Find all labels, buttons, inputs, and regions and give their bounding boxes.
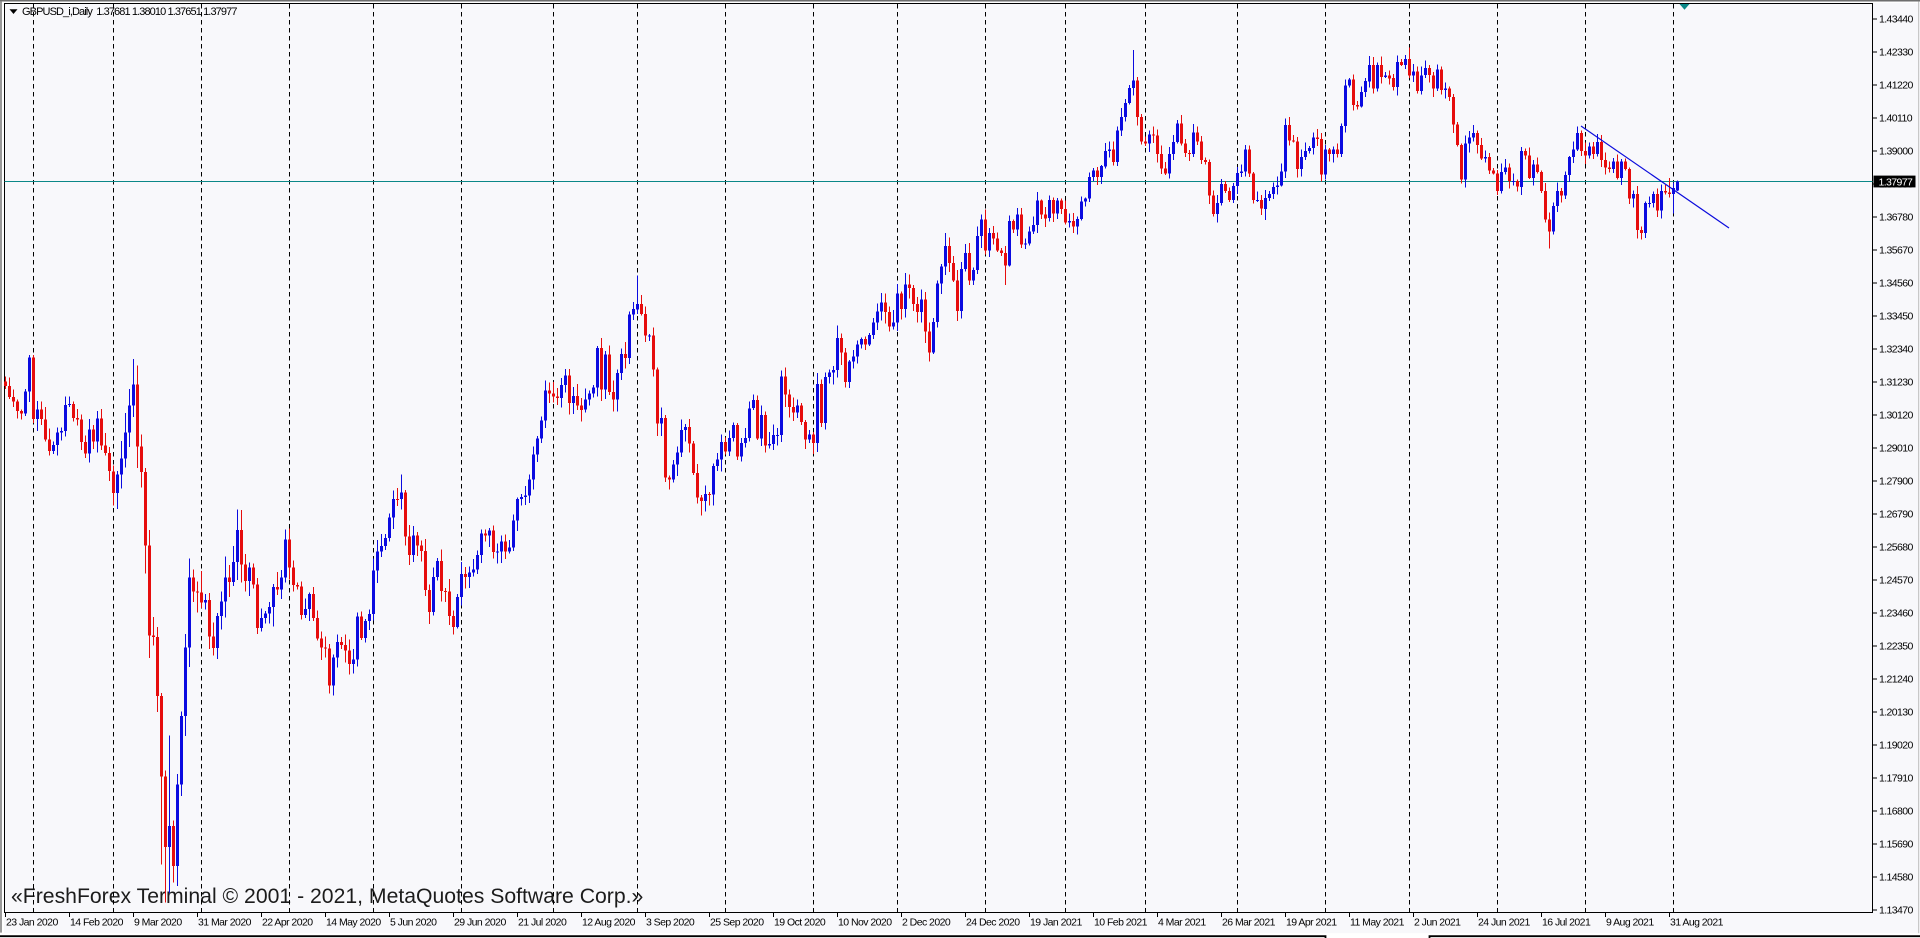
svg-text:1.29010: 1.29010 [1879,443,1914,455]
svg-text:GBPUSD_i,Daily 1.37681 1.3801: GBPUSD_i,Daily 1.37681 1.38010 1.37651 1… [22,6,237,18]
svg-text:1.31230: 1.31230 [1879,377,1914,389]
svg-text:23 Jan 2020: 23 Jan 2020 [6,916,58,928]
svg-text:19 Jan 2021: 19 Jan 2021 [1030,916,1082,928]
svg-text:14 Feb 2020: 14 Feb 2020 [70,916,124,928]
svg-text:1.22350: 1.22350 [1879,641,1914,653]
svg-text:5 Jun 2020: 5 Jun 2020 [390,916,437,928]
svg-text:1.27900: 1.27900 [1879,476,1914,488]
svg-text:1.17910: 1.17910 [1879,773,1914,785]
svg-text:31 Aug 2021: 31 Aug 2021 [1670,916,1724,928]
svg-text:10 Feb 2021: 10 Feb 2021 [1094,916,1148,928]
svg-text:29 Jun 2020: 29 Jun 2020 [454,916,506,928]
svg-text:1.20130: 1.20130 [1879,707,1914,719]
svg-text:1.39000: 1.39000 [1879,146,1914,158]
svg-text:1.32340: 1.32340 [1879,344,1914,356]
svg-text:1.26790: 1.26790 [1879,509,1914,521]
svg-text:22 Apr 2020: 22 Apr 2020 [262,916,313,928]
svg-text:1.43440: 1.43440 [1879,14,1914,26]
svg-text:26 Mar 2021: 26 Mar 2021 [1222,916,1276,928]
svg-text:21 Jul 2020: 21 Jul 2020 [518,916,567,928]
svg-text:1.19020: 1.19020 [1879,740,1914,752]
svg-text:1.14580: 1.14580 [1879,872,1914,884]
svg-text:4 Mar 2021: 4 Mar 2021 [1158,916,1206,928]
svg-text:1.25680: 1.25680 [1879,542,1914,554]
svg-text:2 Jun 2021: 2 Jun 2021 [1414,916,1461,928]
svg-text:24 Dec 2020: 24 Dec 2020 [966,916,1020,928]
svg-text:19 Apr 2021: 19 Apr 2021 [1286,916,1337,928]
svg-text:1.13470: 1.13470 [1879,905,1914,917]
svg-text:1.21240: 1.21240 [1879,674,1914,686]
svg-text:14 May 2020: 14 May 2020 [326,916,381,928]
svg-text:9 Mar 2020: 9 Mar 2020 [134,916,182,928]
svg-text:1.16800: 1.16800 [1879,806,1914,818]
svg-text:9 Aug 2021: 9 Aug 2021 [1606,916,1654,928]
svg-text:1.40110: 1.40110 [1879,113,1913,125]
svg-text:1.42330: 1.42330 [1879,47,1914,59]
svg-text:2 Dec 2020: 2 Dec 2020 [902,916,951,928]
svg-text:1.33450: 1.33450 [1879,311,1914,323]
svg-text:1.37977: 1.37977 [1879,176,1914,188]
svg-text:12 Aug 2020: 12 Aug 2020 [582,916,636,928]
svg-text:10 Nov 2020: 10 Nov 2020 [838,916,892,928]
svg-text:11 May 2021: 11 May 2021 [1350,916,1405,928]
svg-text:24 Jun 2021: 24 Jun 2021 [1478,916,1530,928]
svg-text:1.41220: 1.41220 [1879,80,1914,92]
svg-text:1.23460: 1.23460 [1879,608,1914,620]
svg-text:1.15690: 1.15690 [1879,839,1914,851]
svg-text:1.35670: 1.35670 [1879,245,1914,257]
svg-text:25 Sep 2020: 25 Sep 2020 [710,916,764,928]
svg-text:1.34560: 1.34560 [1879,278,1914,290]
svg-text:1.24570: 1.24570 [1879,575,1914,587]
svg-text:31 Mar 2020: 31 Mar 2020 [198,916,252,928]
svg-text:19 Oct 2020: 19 Oct 2020 [774,916,826,928]
svg-text:3 Sep 2020: 3 Sep 2020 [646,916,695,928]
svg-text:«FreshForex Terminal © 2001 -: «FreshForex Terminal © 2001 - 2021, Meta… [11,885,643,908]
svg-text:1.36780: 1.36780 [1879,212,1914,224]
svg-text:1.30120: 1.30120 [1879,410,1914,422]
svg-text:16 Jul 2021: 16 Jul 2021 [1542,916,1591,928]
